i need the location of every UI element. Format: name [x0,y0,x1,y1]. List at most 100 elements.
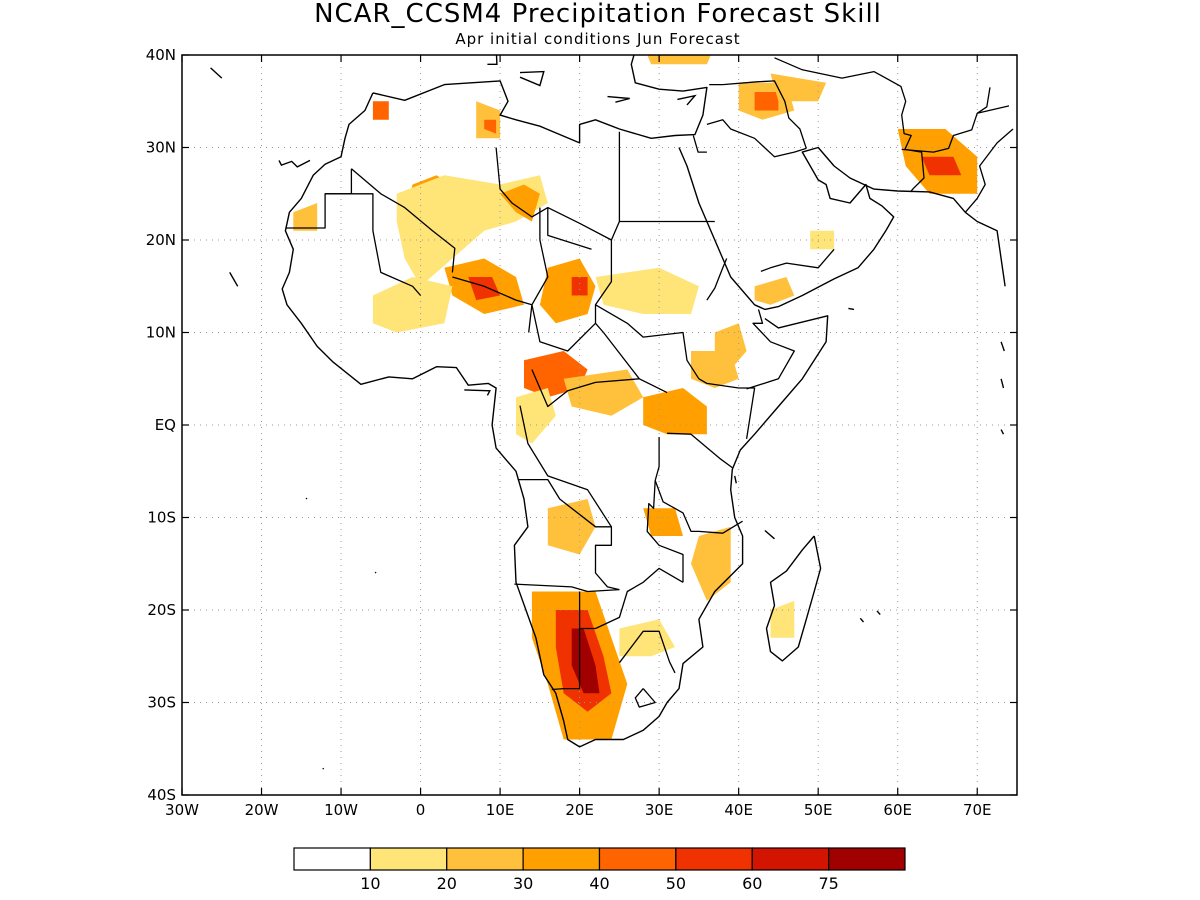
skill-region-zambia [643,508,683,536]
axis-ticks: 30W 20W 10W 0 10E 20E 30E 40E 50E 60E 70E 40N 30N 20N… [146,46,1017,819]
skill-region-morocco-atlantic [293,203,318,231]
island-outline [464,389,491,396]
colorbar-swatch [446,847,524,871]
country-border [531,304,596,352]
country-border [709,80,807,149]
lat-tick-label: EQ [155,416,176,434]
country-border [634,688,656,708]
lat-tick-label: 20S [147,601,176,619]
country-border [528,207,549,333]
country-border [760,248,835,273]
island-outline [1000,429,1005,435]
map-subtitle: Apr initial conditions Jun Forecast [455,30,740,48]
island-outline [305,497,308,500]
country-border [901,87,991,153]
skill-region-afghanistan-pakistan-core [921,156,962,176]
island-outline [859,617,865,623]
island-outline [278,159,311,168]
skill-region-iran [770,73,827,102]
colorbar-label: 10 [360,874,380,893]
skill-region-middle-east-core [754,92,779,111]
lat-tick-label: 10N [146,324,176,342]
skill-region-yemen [754,277,795,305]
skill-region-algeria-north-core [484,119,497,134]
country-border [698,378,756,440]
island-outline [374,571,377,574]
colorbar-swatch [751,847,830,871]
island-outline [677,94,697,106]
country-border [618,630,676,674]
country-borders [285,57,1014,708]
island-outline [764,529,775,540]
country-border [531,369,640,408]
colorbar-label: 75 [818,874,838,893]
skill-region-angola-zambia [547,499,596,555]
island-outline [848,307,855,311]
colorbar-swatch [828,847,906,871]
colorbar-label: 60 [742,874,762,893]
country-border [495,147,612,241]
lat-tick-label: 40N [146,46,176,64]
skill-region-mozambique-north [691,526,731,601]
lon-tick-label: 30W [165,801,199,819]
skill-region-namibia-botswana-core [571,628,600,694]
country-border [977,105,1010,114]
skill-region-great-lakes [643,388,707,435]
country-border [692,135,707,153]
lon-tick-label: 20E [565,801,594,819]
country-border [350,168,456,273]
lon-tick-label: 50E [804,801,833,819]
skill-region-west-sahel [372,277,453,333]
island-outline [229,272,239,287]
lat-tick-label: 40S [147,786,176,804]
island-outline [607,95,630,103]
country-border [595,304,700,380]
lat-tick-label: 30S [147,694,176,712]
country-border [514,583,620,593]
island-outline [519,70,545,87]
lon-tick-label: 60E [883,801,912,819]
coastline [678,146,1006,311]
colorbar-label: 20 [437,874,457,893]
island-outline [1000,378,1005,389]
skill-region-libya-chad [500,184,540,222]
country-border [579,567,684,630]
skill-region-sudan-chad [539,258,596,324]
lon-tick-label: 40E [724,801,753,819]
colorbar-swatch [598,847,677,871]
country-border [646,480,684,583]
skill-contours [293,55,978,740]
coastline [765,535,822,662]
skill-region-kenya [691,351,739,388]
colorbar-label: 50 [666,874,686,893]
island-outline [322,767,325,770]
country-border [706,119,807,158]
country-border [519,405,612,528]
country-border [517,478,620,591]
colorbar: 10 20 30 40 50 60 75 [293,847,906,893]
coastline [281,92,829,748]
country-border [746,309,795,390]
country-border [654,437,743,534]
lon-tick-label: 30E [645,801,674,819]
lat-tick-label: 30N [146,139,176,157]
map-area [181,54,1018,796]
skill-region-sudan-east [595,267,699,314]
colorbar-swatch [369,847,448,871]
lon-tick-label: 10E [486,801,515,819]
coastlines [210,55,1006,770]
skill-region-morocco-north [372,101,389,120]
colorbar-swatch [293,847,371,871]
colorbar-label: 40 [589,874,609,893]
island-outline [876,610,881,616]
lon-tick-label: 10W [324,801,358,819]
island-outline [210,67,223,79]
country-border [667,432,733,469]
colorbar-swatch [522,847,601,871]
country-border [964,128,1014,213]
lon-tick-label: 70E [963,801,992,819]
skill-region-sudan-chad-core [571,277,588,296]
colorbar-label: 30 [513,874,533,893]
country-border [547,207,592,250]
country-border [774,57,925,193]
